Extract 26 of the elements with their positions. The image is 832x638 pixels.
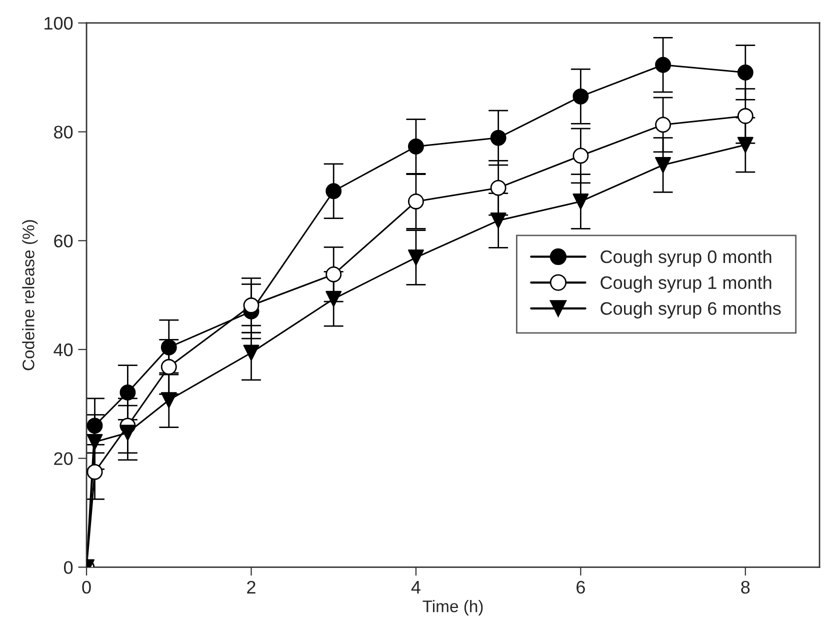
y-tick-label: 40 <box>54 343 73 356</box>
y-axis-title: Codeine release (%) <box>22 220 38 370</box>
y-tick-label: 20 <box>54 452 73 466</box>
y-tick-label: 0 <box>64 561 73 574</box>
legend-label: Cough syrup 6 months <box>600 302 781 318</box>
point <box>737 136 754 153</box>
point <box>86 434 103 450</box>
x-tick-label: 6 <box>576 580 585 594</box>
x-tick-label: 8 <box>741 580 750 594</box>
point <box>160 392 177 408</box>
point <box>408 250 424 266</box>
y-tick-label: 60 <box>54 234 73 248</box>
point <box>120 424 136 441</box>
y-tick-label: 80 <box>54 126 73 139</box>
point <box>490 212 506 228</box>
point <box>655 157 672 173</box>
legend-label: Cough syrup 0 month <box>600 250 772 267</box>
x-tick-label: 0 <box>82 580 91 594</box>
x-tick-label: 4 <box>411 581 420 594</box>
y-tick-label: 100 <box>44 16 73 30</box>
x-axis-title: Time (h) <box>422 600 483 616</box>
point <box>572 193 589 210</box>
legend-label: Cough syrup 1 month <box>600 276 772 293</box>
point <box>326 290 342 307</box>
x-tick-label: 2 <box>247 580 256 594</box>
point <box>243 344 260 361</box>
